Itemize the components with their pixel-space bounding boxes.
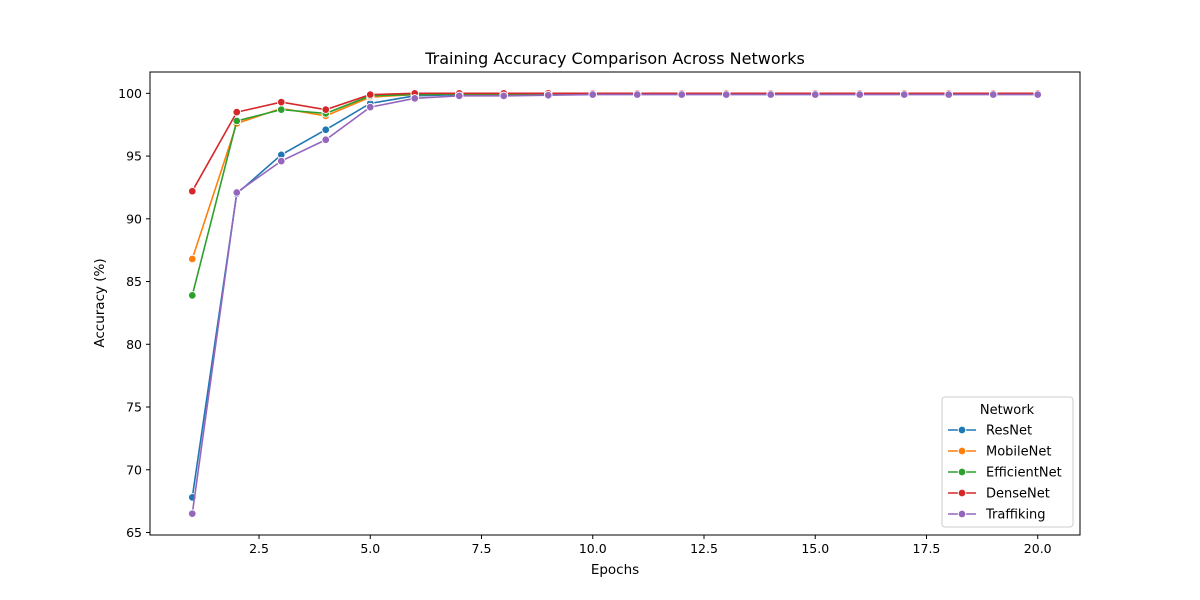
legend-title: Network (980, 403, 1035, 418)
data-point-traffiking (899, 90, 909, 99)
data-point-traffiking (188, 509, 197, 518)
legend-label: EfficientNet (986, 466, 1062, 481)
series-densenet (188, 89, 1042, 196)
series-traffiking (188, 90, 1042, 518)
data-point-traffiking (455, 91, 464, 101)
series-line-efficientnet (191, 93, 1038, 296)
series-resnet (188, 89, 1042, 502)
x-axis: 2.5 5.0 7.5 10.0 12.5 15.0 17.5 20.0 (249, 535, 1052, 556)
data-point-mobilenet (188, 254, 197, 264)
x-tick-label: 20.0 (1024, 541, 1052, 556)
x-tick-label: 10.0 (579, 541, 607, 556)
data-point-traffiking (277, 156, 286, 166)
legend-label: DenseNet (986, 487, 1050, 502)
legend: Network ResNet MobileNet EfficientNet Dense… (941, 396, 1074, 528)
data-point-traffiking (1033, 90, 1042, 99)
y-tick-label: 75 (126, 400, 142, 415)
data-point-traffiking (721, 90, 731, 99)
x-tick-label: 5.0 (360, 541, 380, 556)
data-point-traffiking (988, 90, 998, 99)
data-point-traffiking (588, 90, 598, 99)
legend-swatch-marker (957, 446, 967, 456)
data-point-traffiking (366, 102, 375, 112)
data-point-efficientnet (277, 105, 286, 114)
x-axis-label: Epochs (591, 562, 639, 578)
data-point-densenet (321, 105, 331, 114)
series-line-mobilenet (191, 93, 1038, 260)
x-tick-label: 17.5 (913, 541, 941, 556)
data-point-traffiking (321, 135, 331, 145)
data-point-traffiking (766, 90, 775, 99)
legend-entry-traffiking: Traffiking (948, 508, 1046, 523)
legend-entry-mobilenet: MobileNet (948, 445, 1051, 460)
legend-label: ResNet (986, 424, 1032, 439)
legend-swatch-marker (957, 467, 967, 477)
plot-area (149, 71, 1081, 536)
series-line-traffiking (191, 93, 1038, 514)
data-point-efficientnet (188, 291, 197, 300)
legend-swatch-marker (957, 509, 967, 519)
series-line-densenet (191, 92, 1038, 192)
legend-entry-resnet: ResNet (948, 424, 1032, 439)
y-tick-label: 80 (126, 337, 142, 352)
legend-entry-densenet: DenseNet (948, 487, 1050, 502)
y-axis-label: Accuracy (%) (92, 258, 108, 347)
legend-label: MobileNet (986, 445, 1051, 460)
data-point-densenet (366, 90, 375, 99)
data-point-traffiking (677, 90, 686, 99)
legend-swatch-marker (957, 425, 967, 435)
data-point-traffiking (944, 90, 953, 99)
data-point-traffiking (632, 90, 642, 99)
plot-frame (149, 71, 1081, 536)
data-point-traffiking (810, 90, 820, 99)
x-tick-label: 2.5 (249, 541, 269, 556)
x-tick-label: 15.0 (801, 541, 829, 556)
data-point-traffiking (544, 90, 553, 100)
data-point-resnet (321, 125, 331, 134)
legend-swatch-marker (957, 488, 967, 498)
data-point-densenet (277, 97, 286, 107)
y-tick-label: 65 (126, 525, 142, 540)
data-point-densenet (232, 107, 242, 117)
series-layer (188, 89, 1042, 518)
y-tick-label: 95 (126, 149, 142, 164)
data-point-traffiking (410, 94, 420, 103)
series-efficientnet (188, 89, 1042, 300)
y-tick-label: 85 (126, 274, 142, 289)
x-tick-label: 7.5 (472, 541, 492, 556)
y-tick-label: 70 (126, 462, 142, 477)
y-axis: 65 70 75 80 85 90 95 100 (118, 86, 150, 540)
y-tick-label: 90 (126, 211, 142, 226)
y-tick-label: 100 (118, 86, 142, 101)
x-tick-label: 12.5 (690, 541, 718, 556)
series-mobilenet (188, 89, 1042, 264)
legend-label: Traffiking (985, 508, 1046, 523)
data-point-efficientnet (232, 116, 242, 126)
legend-entry-efficientnet: EfficientNet (948, 466, 1062, 481)
data-point-traffiking (499, 91, 509, 101)
data-point-traffiking (232, 188, 242, 197)
data-point-densenet (188, 186, 197, 196)
data-point-traffiking (855, 90, 864, 99)
chart-title: Training Accuracy Comparison Across Netw… (424, 49, 805, 68)
series-line-resnet (191, 93, 1038, 498)
